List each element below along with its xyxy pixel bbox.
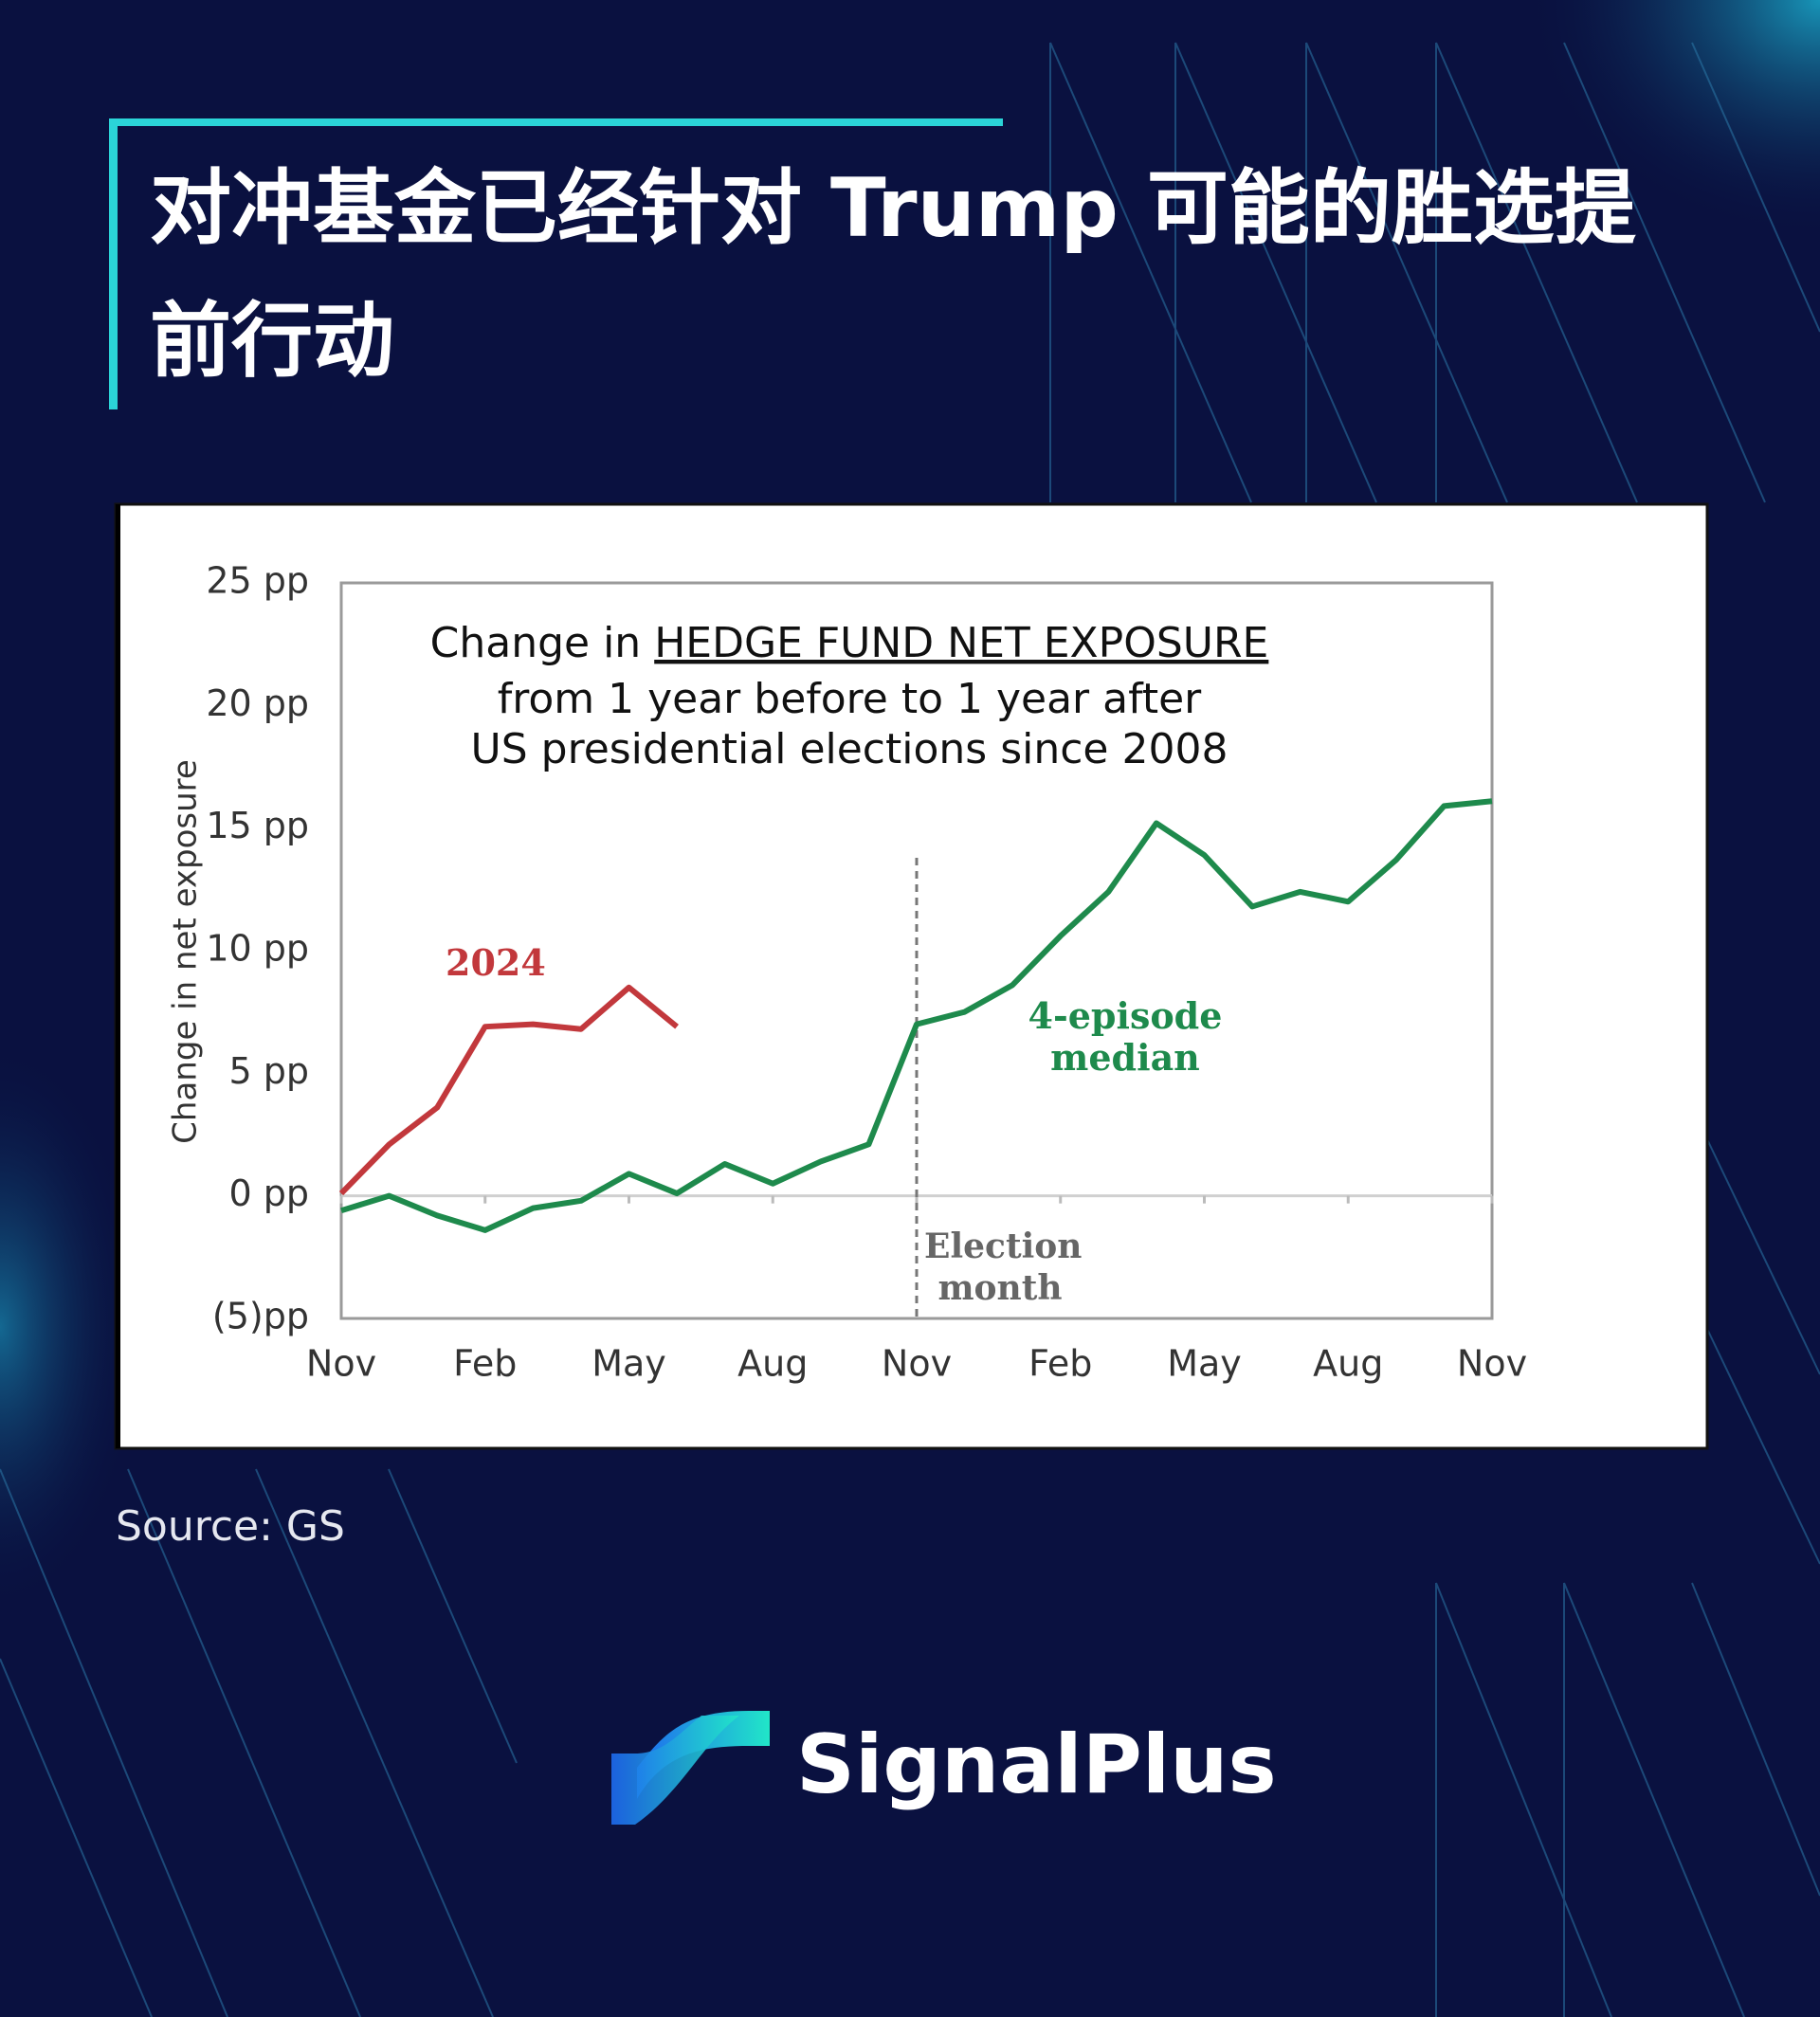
y-tick-label: 5 pp <box>229 1050 310 1092</box>
series-line <box>340 798 1493 1233</box>
x-tick-label: May <box>592 1343 666 1385</box>
x-tick-label: Aug <box>1313 1343 1383 1385</box>
accent-bar <box>109 118 118 409</box>
y-tick-label: 0 pp <box>229 1172 310 1214</box>
x-tick-label: Feb <box>1028 1343 1092 1385</box>
accent-bar <box>109 118 1003 126</box>
series-line <box>338 984 679 1196</box>
y-tick-label: 15 pp <box>206 805 309 846</box>
plot-frame <box>339 581 1494 1320</box>
plot: 25 pp 20 pp 15 pp 10 pp 5 pp 0 pp (5)pp Nov Feb M… <box>206 560 1527 1385</box>
chart-title-lead: Change in <box>430 619 642 667</box>
chart-title-emphasis: HEDGE FUND NET EXPOSURE <box>654 619 1268 667</box>
y-tick-label: (5)pp <box>212 1296 309 1337</box>
x-tick-label: Aug <box>737 1343 808 1385</box>
x-tick-label: Nov <box>1457 1343 1527 1385</box>
page-title: 对冲基金已经针对 Trump 可能的胜选提前行动 <box>150 161 1636 389</box>
logo-mark <box>637 1711 770 1799</box>
source: Source: GS <box>116 1502 345 1551</box>
y-tick-label: 25 pp <box>206 560 309 602</box>
x-tick-label: Nov <box>306 1343 376 1385</box>
logo-mark <box>611 1716 739 1825</box>
x-tick-label: Feb <box>453 1343 517 1385</box>
y-tick-label: 20 pp <box>206 682 309 724</box>
x-tick-label: Nov <box>882 1343 952 1385</box>
chart-title: Change in HEDGE FUND NET EXPOSURE <box>430 619 1269 667</box>
y-tick-label: 10 pp <box>206 928 309 970</box>
vline-label: Election month <box>924 1227 1083 1308</box>
chart-subtitle: US presidential elections since 2008 <box>471 725 1228 773</box>
y-axis-label: Change in net exposure <box>167 759 205 1144</box>
chart-panel-edge <box>116 504 120 1448</box>
chart-subtitle: from 1 year before to 1 year after <box>498 675 1202 723</box>
decor-lines <box>0 42 1820 2017</box>
chart-panel <box>114 502 1709 1450</box>
x-tick-label: May <box>1167 1343 1242 1385</box>
brand: SignalPlus <box>796 1717 1277 1812</box>
series-label: 4-episode median <box>1028 994 1223 1079</box>
series-label: 2024 <box>446 941 546 984</box>
